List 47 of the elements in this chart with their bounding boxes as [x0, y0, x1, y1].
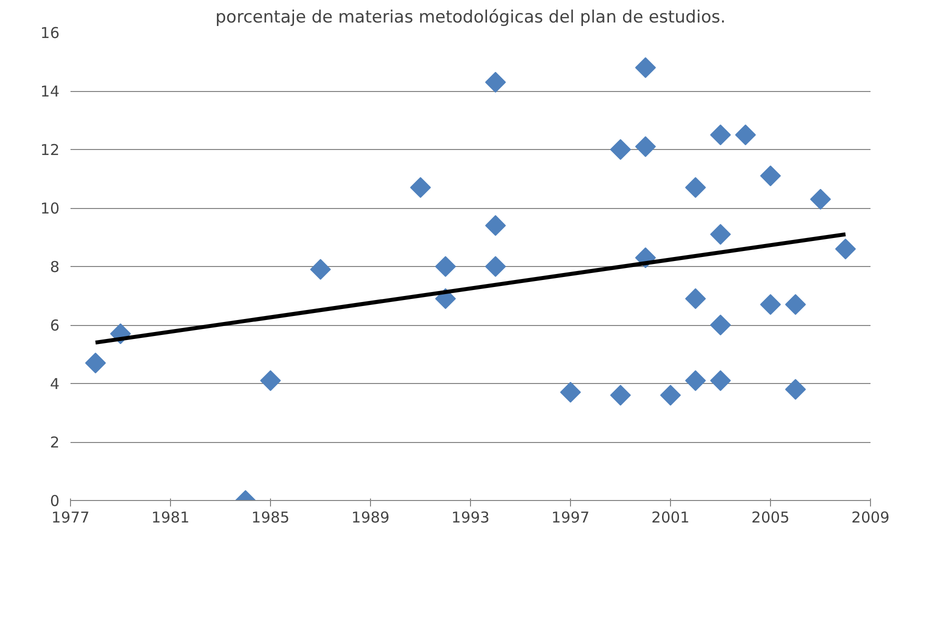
- y-tick-label: 0: [50, 492, 60, 510]
- x-tick-label: 1993: [451, 508, 490, 526]
- point: [760, 165, 781, 186]
- point: [685, 288, 706, 310]
- point: [485, 72, 506, 93]
- y-tick-label: 2: [50, 434, 60, 452]
- x-tick-label: 2005: [751, 508, 790, 526]
- x-tick-label: 1989: [351, 508, 390, 526]
- point: [660, 384, 681, 406]
- point: [835, 238, 856, 260]
- x-tick-label: 2009: [851, 508, 890, 526]
- point: [560, 382, 581, 403]
- x-tick-label: 1981: [151, 508, 190, 526]
- y-tick-label: 6: [50, 316, 60, 334]
- point: [685, 177, 706, 198]
- x-tick-label: 1985: [251, 508, 290, 526]
- point: [310, 259, 331, 280]
- point: [710, 370, 731, 391]
- point: [810, 188, 831, 210]
- point: [685, 370, 706, 391]
- point: [85, 352, 106, 374]
- x-tick-label: 1997: [551, 508, 590, 526]
- point: [710, 124, 731, 146]
- point: [610, 384, 631, 406]
- y-tick-label: 4: [50, 375, 60, 393]
- point: [485, 256, 506, 277]
- point: [785, 294, 806, 315]
- y-tick-label: 10: [40, 200, 60, 218]
- chart-title: porcentaje de materias metodológicas del plan de estudios.: [215, 8, 726, 28]
- x-tick-label: 1977: [51, 508, 90, 526]
- y-tick-label: 12: [40, 141, 60, 159]
- point: [610, 139, 631, 160]
- y-tick-label: 14: [40, 82, 60, 100]
- y-tick-label: 16: [40, 24, 60, 42]
- point: [260, 370, 281, 391]
- point: [435, 256, 456, 277]
- point: [760, 294, 781, 315]
- point: [710, 224, 731, 245]
- y-tick-label: 8: [50, 258, 60, 276]
- point: [485, 215, 506, 236]
- point: [710, 314, 731, 336]
- x-tick-label: 2001: [651, 508, 690, 526]
- point: [410, 177, 431, 198]
- point: [785, 378, 806, 400]
- point: [635, 136, 656, 157]
- point: [735, 124, 756, 146]
- point: [635, 57, 656, 78]
